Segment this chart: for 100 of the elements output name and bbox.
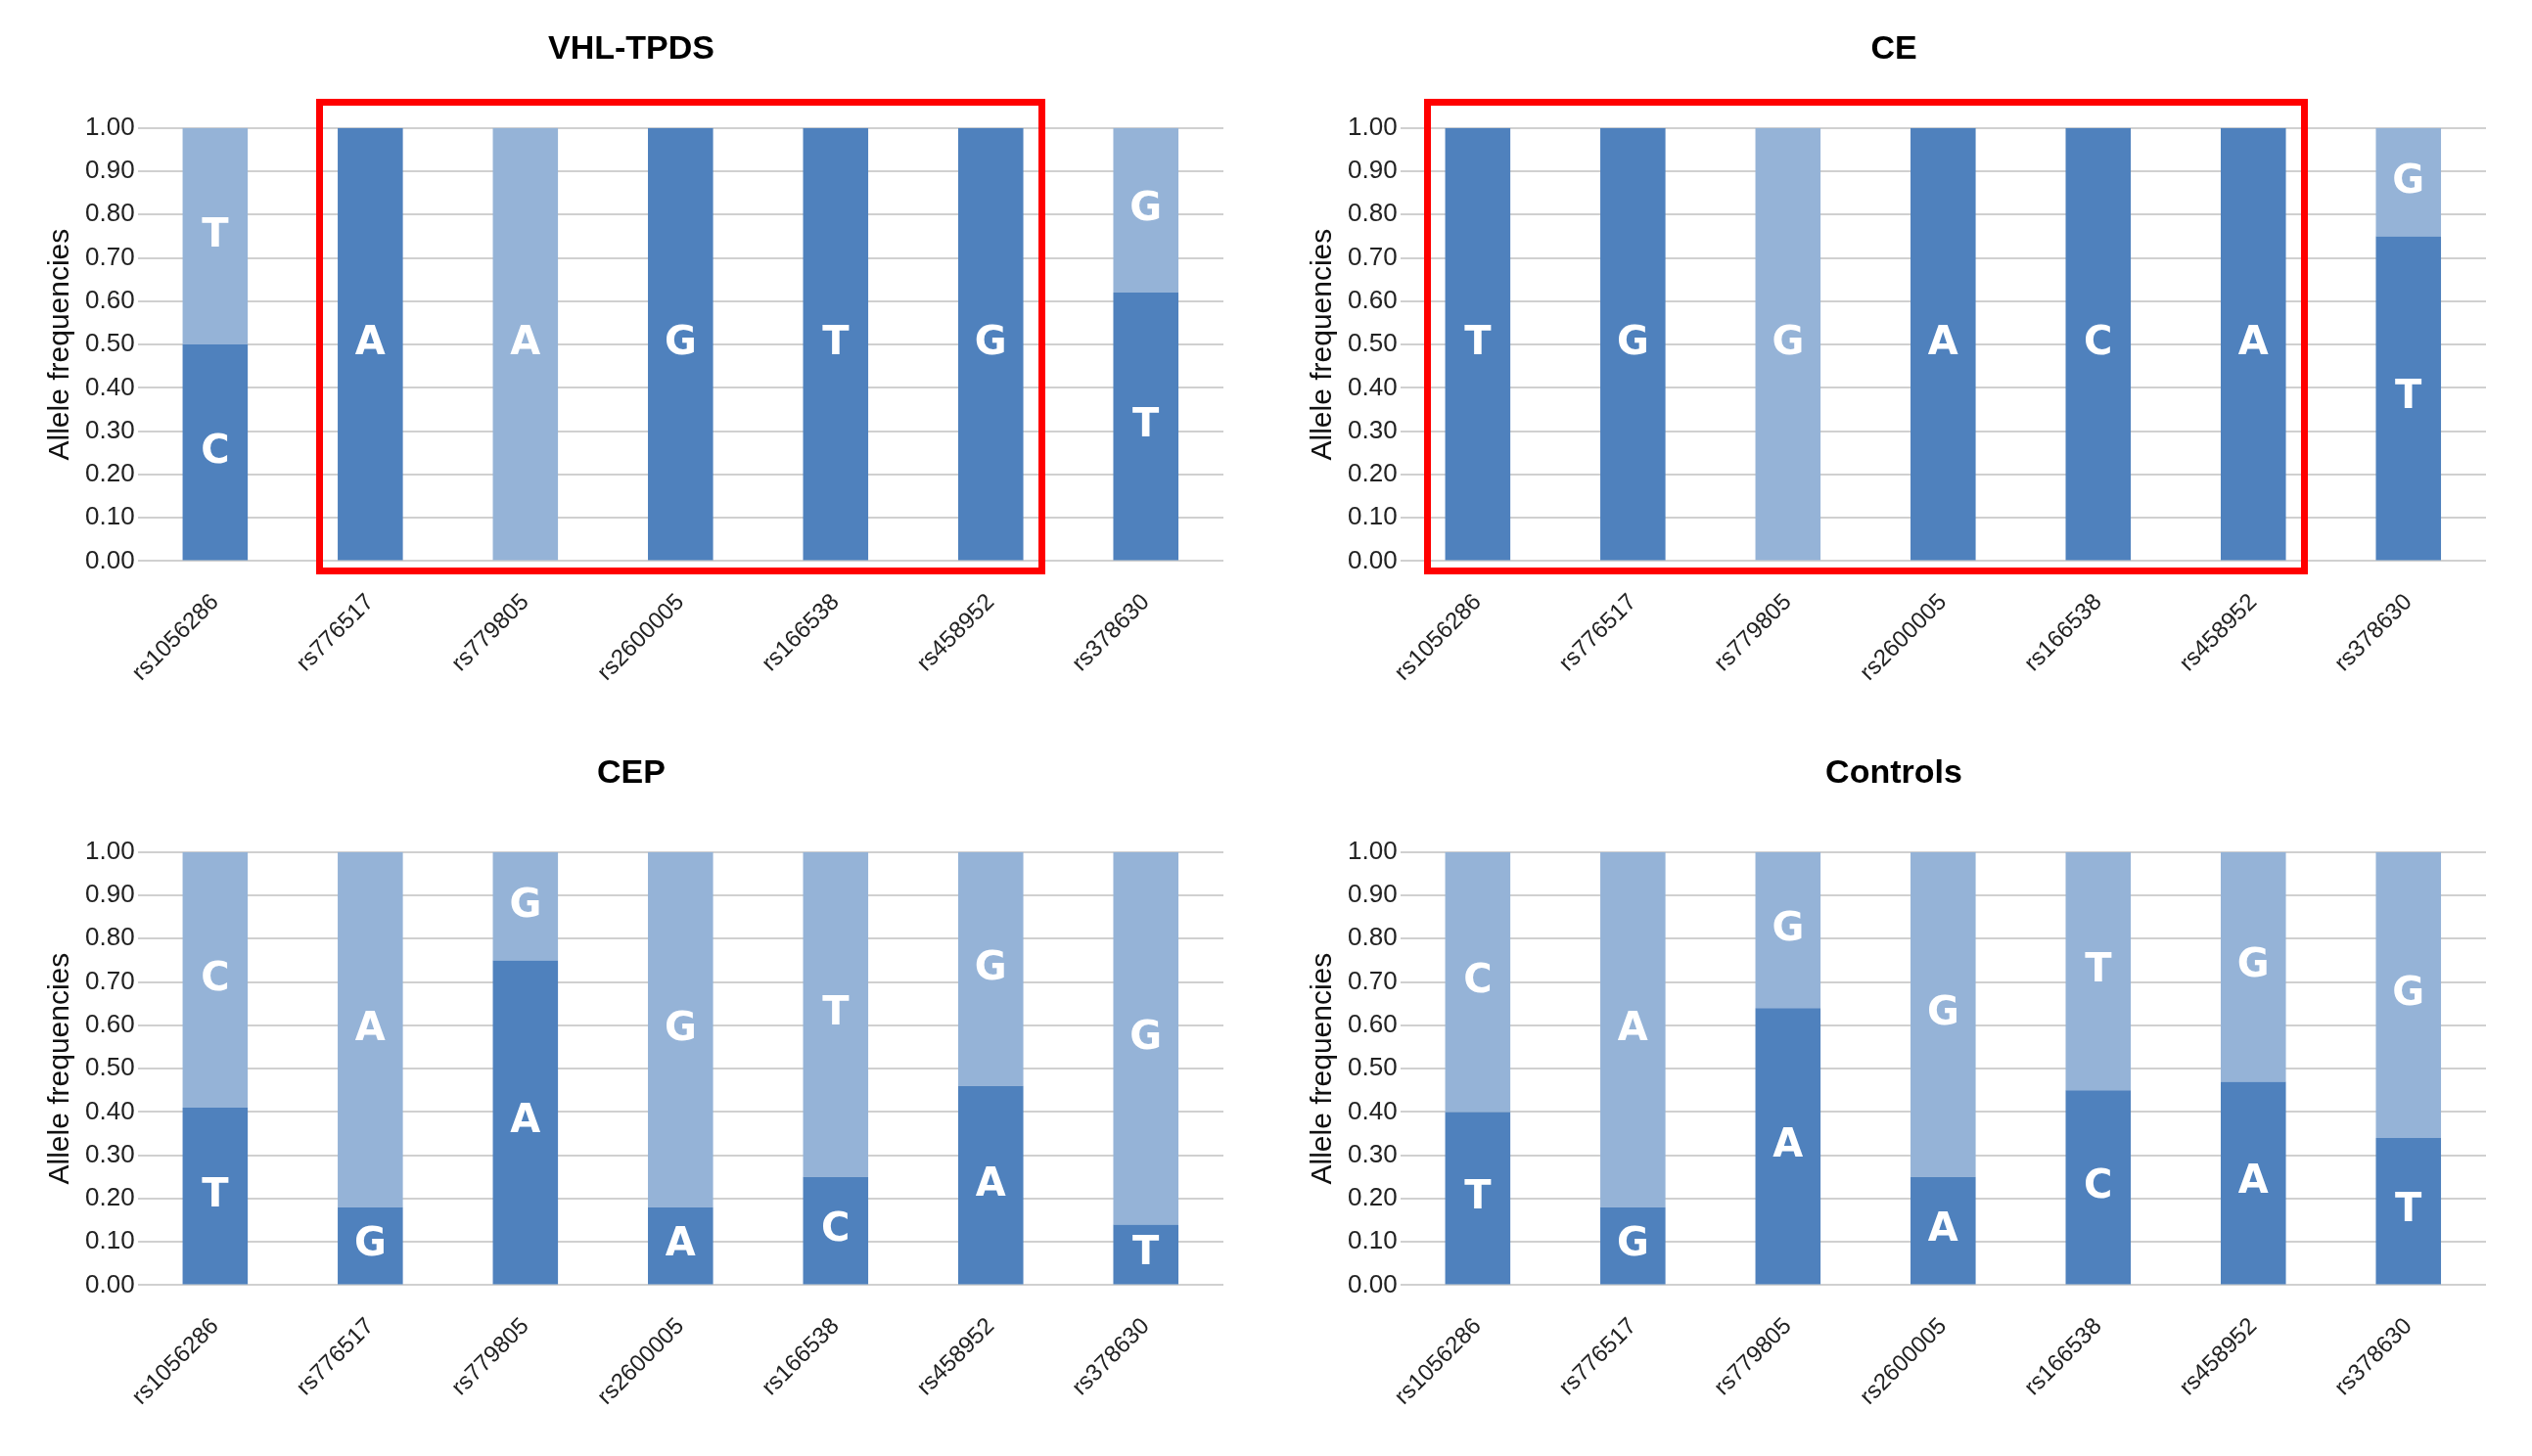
- data-label: T: [822, 988, 851, 1034]
- data-label: A: [2237, 1157, 2269, 1203]
- y-tick-label: 0.70: [1347, 965, 1398, 995]
- bar: [648, 127, 714, 561]
- y-tick-label: 0.10: [84, 501, 135, 531]
- y-tick-label: 0.10: [84, 1225, 135, 1255]
- bar: [1113, 1224, 1179, 1285]
- data-label: T: [1132, 400, 1161, 446]
- y-tick-label: 0.20: [84, 458, 135, 488]
- bar: [1445, 1112, 1511, 1285]
- data-label: G: [1772, 318, 1805, 364]
- bar: [803, 1176, 869, 1285]
- y-tick-label: 0.60: [84, 1009, 135, 1039]
- bar: [2220, 851, 2286, 1082]
- chart-title: CEP: [597, 751, 666, 790]
- bar: [957, 851, 1024, 1086]
- bar: [1113, 127, 1179, 293]
- bar: [492, 127, 559, 561]
- data-label: G: [1616, 318, 1649, 364]
- data-label: G: [1772, 903, 1805, 949]
- y-tick-label: 0.60: [84, 285, 135, 315]
- y-axis-title: Allele frequencies: [1305, 952, 1338, 1185]
- data-label: G: [509, 880, 542, 926]
- y-tick-label: 0.10: [1347, 1225, 1398, 1255]
- data-label: A: [354, 318, 386, 364]
- y-tick-label: 0.90: [1347, 155, 1398, 185]
- bar: [648, 851, 714, 1207]
- data-label: G: [2236, 940, 2270, 986]
- data-label: C: [201, 953, 230, 999]
- y-tick-label: 0.50: [1347, 1052, 1398, 1082]
- y-tick-label: 0.40: [84, 1095, 135, 1125]
- chart-title: CE: [1870, 27, 1917, 66]
- data-label: G: [2392, 969, 2425, 1015]
- y-tick-label: 0.00: [1347, 1268, 1398, 1298]
- data-label: A: [510, 1096, 541, 1142]
- data-label: G: [664, 318, 697, 364]
- data-label: A: [2237, 318, 2269, 364]
- y-tick-label: 0.90: [84, 879, 135, 909]
- y-tick-label: 0.70: [84, 241, 135, 271]
- y-tick-label: 0.20: [1347, 458, 1398, 488]
- y-tick-label: 0.30: [1347, 1138, 1398, 1168]
- data-label: T: [2085, 944, 2113, 990]
- bar: [338, 851, 403, 1207]
- data-label: G: [2392, 156, 2425, 202]
- data-label: A: [354, 1003, 386, 1049]
- bar: [182, 344, 249, 561]
- data-label: T: [1464, 1171, 1493, 1217]
- y-tick-label: 0.40: [1347, 1095, 1398, 1125]
- bar: [1911, 851, 1976, 1177]
- y-tick-label: 0.80: [1347, 922, 1398, 952]
- bar: [1113, 851, 1179, 1225]
- chart-title: Controls: [1825, 751, 1962, 790]
- bar: [1911, 1176, 1976, 1285]
- y-axis-title: Allele frequencies: [1305, 228, 1338, 461]
- data-label: C: [2084, 318, 2113, 364]
- y-tick-label: 0.40: [84, 371, 135, 401]
- bar: [1600, 851, 1666, 1207]
- y-tick-label: 0.90: [1347, 879, 1398, 909]
- y-tick-label: 0.30: [84, 1138, 135, 1168]
- y-axis-title: Allele frequencies: [42, 952, 75, 1185]
- y-tick-label: 0.00: [1347, 544, 1398, 574]
- data-label: G: [974, 942, 1007, 988]
- data-label: A: [1927, 1204, 1958, 1250]
- bar: [182, 127, 249, 345]
- data-label: C: [201, 426, 230, 472]
- data-label: G: [1926, 988, 1959, 1034]
- bar: [1445, 851, 1511, 1113]
- bar: [338, 127, 403, 561]
- data-label: T: [202, 209, 230, 255]
- y-tick-label: 0.30: [1347, 414, 1398, 444]
- bar: [492, 960, 559, 1285]
- data-label: C: [821, 1204, 851, 1250]
- y-tick-label: 0.10: [1347, 501, 1398, 531]
- y-tick-label: 0.70: [1347, 241, 1398, 271]
- y-tick-label: 1.00: [84, 835, 135, 865]
- data-label: G: [1616, 1219, 1649, 1265]
- bar: [1113, 293, 1179, 561]
- data-label: A: [1772, 1119, 1804, 1165]
- y-axis-title: Allele frequencies: [42, 228, 75, 461]
- bar: [2065, 1090, 2132, 1285]
- data-label: T: [2395, 372, 2423, 418]
- data-label: A: [510, 318, 541, 364]
- data-label: T: [1132, 1228, 1161, 1274]
- data-label: T: [822, 318, 851, 364]
- bar: [1755, 1008, 1821, 1285]
- bar: [492, 851, 559, 961]
- data-label: G: [974, 318, 1007, 364]
- data-label: G: [1129, 1012, 1163, 1058]
- y-tick-label: 0.90: [84, 155, 135, 185]
- y-tick-label: 0.80: [84, 922, 135, 952]
- y-tick-label: 0.20: [84, 1182, 135, 1212]
- y-tick-label: 0.00: [84, 1268, 135, 1298]
- y-tick-label: 1.00: [1347, 111, 1398, 141]
- bar: [648, 1206, 714, 1285]
- bar: [1755, 851, 1821, 1009]
- data-label: C: [2084, 1160, 2113, 1206]
- data-label: G: [664, 1003, 697, 1049]
- bar: [2220, 1081, 2286, 1285]
- data-label: A: [665, 1219, 696, 1265]
- data-label: T: [1464, 318, 1493, 364]
